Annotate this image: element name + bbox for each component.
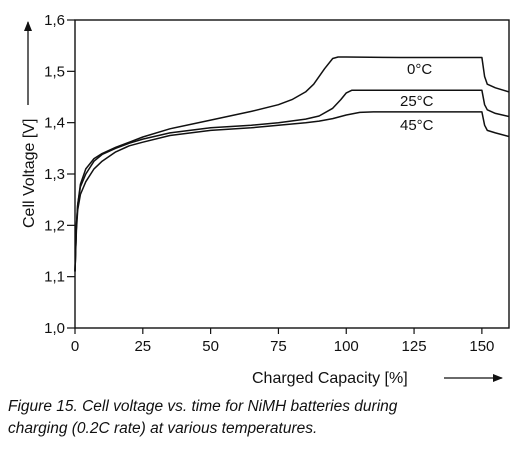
series-line-2 xyxy=(74,111,510,272)
x-axis-label: Charged Capacity [%] xyxy=(252,370,408,387)
y-tick-label: 1,3 xyxy=(44,166,65,183)
series-line-1 xyxy=(74,89,510,272)
chart: 1,0 1,1 1,2 1,3 1,4 1,5 1,6 0 25 50 75 100 125 150 0… xyxy=(21,12,510,387)
x-tick-label: 150 xyxy=(469,338,494,355)
x-axis-ticks: 0 25 50 75 100 125 150 xyxy=(71,328,494,355)
x-tick-label: 125 xyxy=(402,338,427,355)
series-label-0c: 0°C xyxy=(407,61,432,78)
y-axis-ticks: 1,0 1,1 1,2 1,3 1,4 1,5 1,6 xyxy=(44,12,75,337)
figure-caption: Figure 15. Cell voltage vs. time for NiM… xyxy=(8,396,528,440)
y-tick-label: 1,2 xyxy=(44,217,65,234)
y-tick-label: 1,0 xyxy=(44,320,65,337)
x-tick-label: 75 xyxy=(270,338,287,355)
y-axis-label: Cell Voltage [V] xyxy=(21,119,38,228)
x-tick-label: 25 xyxy=(134,338,151,355)
x-tick-label: 0 xyxy=(71,338,79,355)
series-label-45c: 45°C xyxy=(400,117,434,134)
y-tick-label: 1,4 xyxy=(44,115,65,132)
x-tick-label: 50 xyxy=(202,338,219,355)
x-tick-label: 100 xyxy=(334,338,359,355)
caption-line-1: Figure 15. Cell voltage vs. time for NiM… xyxy=(8,398,398,415)
plot-frame xyxy=(74,19,510,329)
y-tick-label: 1,1 xyxy=(44,269,65,286)
series-lines xyxy=(74,56,510,272)
series-line-0 xyxy=(74,56,510,272)
y-tick-label: 1,5 xyxy=(44,63,65,80)
plot-border xyxy=(74,19,510,329)
caption-line-2: charging (0.2C rate) at various temperat… xyxy=(8,420,318,437)
series-label-25c: 25°C xyxy=(400,93,434,110)
y-tick-label: 1,6 xyxy=(44,12,65,29)
